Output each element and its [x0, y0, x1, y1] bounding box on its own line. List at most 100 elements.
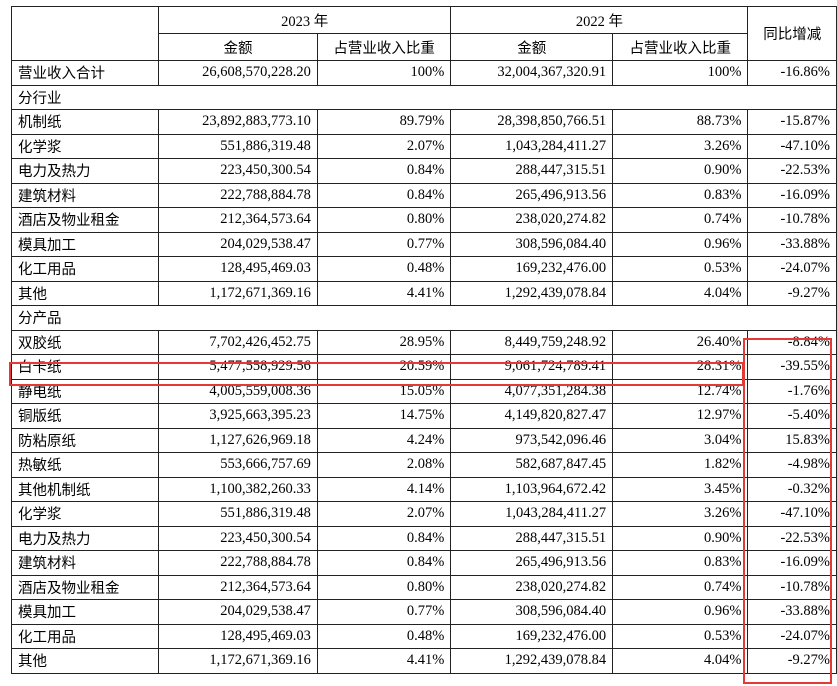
row-label: 模具加工	[10, 231, 160, 257]
amount-2023: 553,666,757.69	[158, 452, 318, 478]
share-2022: 4.04%	[612, 280, 749, 306]
share-2023: 15.05%	[316, 378, 452, 404]
share-2023: 0.48%	[316, 256, 452, 282]
header-amount-2023: 金额	[158, 33, 318, 61]
amount-2022: 169,232,476.00	[450, 623, 614, 649]
amount-2023: 1,127,626,969.18	[158, 427, 318, 453]
row-label: 铜版纸	[10, 403, 160, 429]
table-row: 其他机制纸 1,100,382,260.33 4.14% 1,103,964,672.…	[10, 476, 837, 502]
amount-2022: 4,077,351,284.38	[450, 378, 614, 404]
row-label: 模具加工	[10, 599, 160, 625]
yoy-change: -16.86%	[747, 60, 837, 86]
amount-2022: 9,061,724,789.41	[450, 354, 614, 380]
table-row: 机制纸 23,892,883,773.10 89.79% 28,398,850,766…	[10, 109, 837, 135]
share-2023: 4.41%	[316, 280, 452, 306]
row-label: 营业收入合计	[10, 60, 160, 86]
amount-2022: 308,596,084.40	[450, 231, 614, 257]
amount-2023: 551,886,319.48	[158, 501, 318, 527]
row-label: 化学浆	[10, 133, 160, 159]
yoy-change: -5.40%	[747, 403, 837, 429]
share-2023: 0.84%	[316, 158, 452, 184]
share-2022: 4.04%	[612, 648, 749, 674]
amount-2023: 5,477,558,929.56	[158, 354, 318, 380]
amount-2022: 4,149,820,827.47	[450, 403, 614, 429]
share-2022: 88.73%	[612, 109, 749, 135]
row-label: 白卡纸	[10, 354, 160, 380]
amount-2022: 288,447,315.51	[450, 525, 614, 551]
share-2022: 26.40%	[612, 329, 749, 355]
amount-2023: 128,495,469.03	[158, 623, 318, 649]
amount-2023: 204,029,538.47	[158, 599, 318, 625]
share-2022: 12.74%	[612, 378, 749, 404]
share-2023: 14.75%	[316, 403, 452, 429]
share-2022: 0.90%	[612, 525, 749, 551]
share-2022: 28.31%	[612, 354, 749, 380]
table-row: 化工用品 128,495,469.03 0.48% 169,232,476.00 0.5…	[10, 256, 837, 282]
row-label: 电力及热力	[10, 525, 160, 551]
amount-2023: 223,450,300.54	[158, 525, 318, 551]
table-row: 双胶纸 7,702,426,452.75 28.95% 8,449,759,248.9…	[10, 329, 837, 355]
share-2023: 28.95%	[316, 329, 452, 355]
row-label: 化学浆	[10, 501, 160, 527]
share-2022: 3.04%	[612, 427, 749, 453]
table-row: 化学浆 551,886,319.48 2.07% 1,043,284,411.27 3.…	[10, 501, 837, 527]
share-2023: 2.07%	[316, 501, 452, 527]
amount-2023: 551,886,319.48	[158, 133, 318, 159]
row-label: 建筑材料	[10, 550, 160, 576]
amount-2023: 222,788,884.78	[158, 550, 318, 576]
amount-2022: 308,596,084.40	[450, 599, 614, 625]
amount-2023: 1,100,382,260.33	[158, 476, 318, 502]
yoy-change: -22.53%	[747, 158, 837, 184]
share-2022: 3.26%	[612, 501, 749, 527]
yoy-change: -16.09%	[747, 182, 837, 208]
row-label: 化工用品	[10, 623, 160, 649]
amount-2022: 28,398,850,766.51	[450, 109, 614, 135]
yoy-change: -8.84%	[747, 329, 837, 355]
table-row: 酒店及物业租金 212,364,573.64 0.80% 238,020,274.82…	[10, 574, 837, 600]
share-2022: 100%	[612, 60, 749, 86]
share-2022: 3.26%	[612, 133, 749, 159]
amount-2022: 1,292,439,078.84	[450, 648, 614, 674]
header-year-2023: 2023 年	[158, 6, 452, 34]
amount-2022: 1,292,439,078.84	[450, 280, 614, 306]
table-row: 其他 1,172,671,369.16 4.41% 1,292,439,078.84 4…	[10, 280, 837, 306]
share-2023: 4.14%	[316, 476, 452, 502]
amount-2023: 23,892,883,773.10	[158, 109, 318, 135]
yoy-change: -22.53%	[747, 525, 837, 551]
yoy-change: -1.76%	[747, 378, 837, 404]
table-body: 营业收入合计 26,608,570,228.20 100% 32,004,367…	[10, 60, 837, 674]
row-label: 酒店及物业租金	[10, 574, 160, 600]
share-2023: 2.08%	[316, 452, 452, 478]
table-row: 铜版纸 3,925,663,395.23 14.75% 4,149,820,827.4…	[10, 403, 837, 429]
table-row: 防粘原纸 1,127,626,969.18 4.24% 973,542,096.46 3…	[10, 427, 837, 453]
section-header-row: 分行业	[11, 84, 837, 110]
table-row: 其他 1,172,671,369.16 4.41% 1,292,439,078.84 4…	[10, 648, 837, 674]
amount-2023: 3,925,663,395.23	[158, 403, 318, 429]
amount-2022: 8,449,759,248.92	[450, 329, 614, 355]
header-yoy: 同比增减	[747, 6, 837, 61]
table-row: 建筑材料 222,788,884.78 0.84% 265,496,913.56 0.8…	[10, 550, 837, 576]
share-2023: 100%	[316, 60, 452, 86]
amount-2022: 1,103,964,672.42	[450, 476, 614, 502]
share-2022: 0.53%	[612, 623, 749, 649]
yoy-change: -9.27%	[747, 648, 837, 674]
yoy-change: -9.27%	[747, 280, 837, 306]
row-label: 其他	[10, 648, 160, 674]
share-2022: 0.83%	[612, 182, 749, 208]
row-label: 静电纸	[10, 378, 160, 404]
amount-2022: 288,447,315.51	[450, 158, 614, 184]
row-label: 电力及热力	[10, 158, 160, 184]
section-header-row: 分产品	[11, 305, 837, 331]
share-2023: 4.24%	[316, 427, 452, 453]
row-label: 防粘原纸	[10, 427, 160, 453]
amount-2023: 128,495,469.03	[158, 256, 318, 282]
share-2023: 20.59%	[316, 354, 452, 380]
share-2022: 1.82%	[612, 452, 749, 478]
row-label: 双胶纸	[10, 329, 160, 355]
share-2023: 0.84%	[316, 550, 452, 576]
yoy-change: -16.09%	[747, 550, 837, 576]
row-label: 机制纸	[10, 109, 160, 135]
share-2023: 0.84%	[316, 525, 452, 551]
revenue-table: 2023 年 2022 年 同比增减 金额 占营业收入比重 金额 占营业收入比重…	[10, 6, 837, 674]
table-row: 电力及热力 223,450,300.54 0.84% 288,447,315.51 0.…	[10, 525, 837, 551]
